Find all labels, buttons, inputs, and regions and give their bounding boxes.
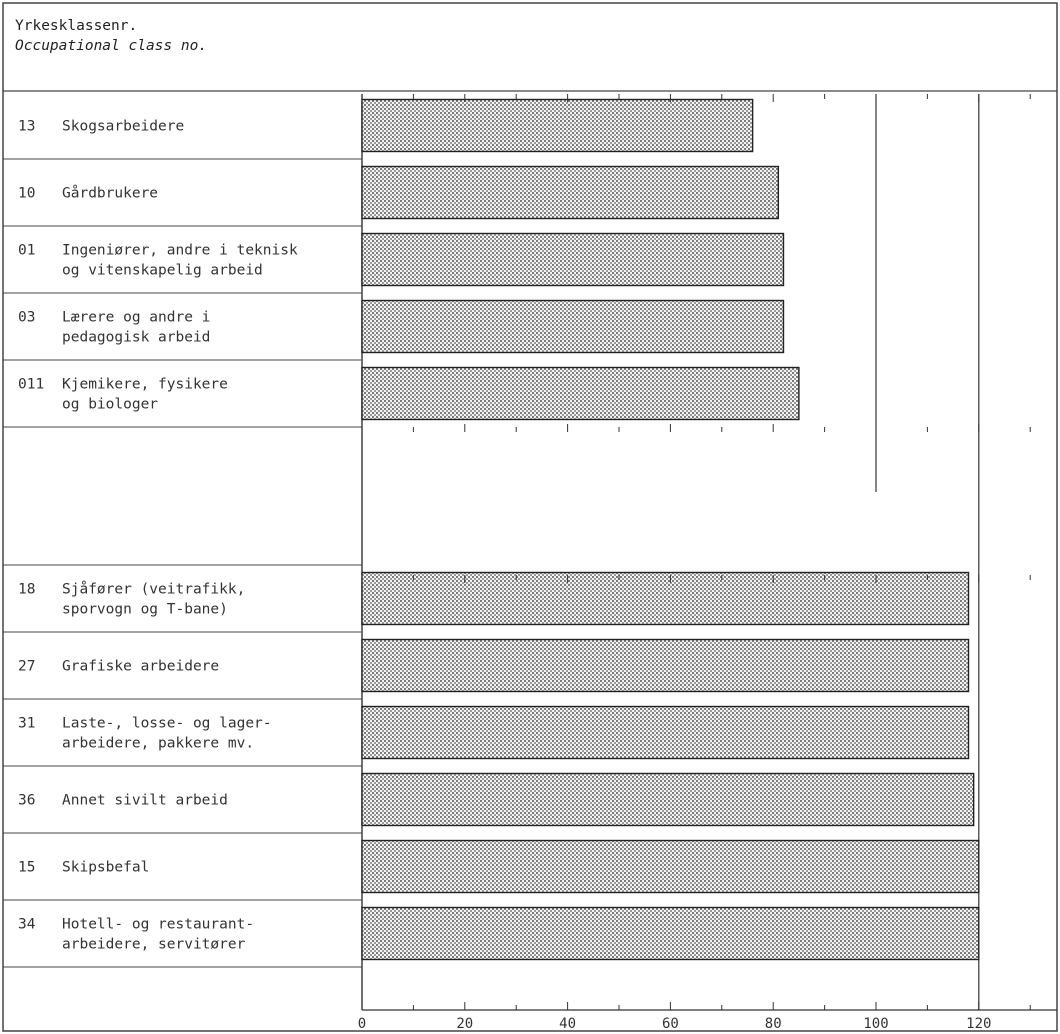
row-code: 01 <box>18 243 35 259</box>
x-tick-label: 80 <box>765 1016 782 1032</box>
bar-27 <box>361 638 970 693</box>
row-code: 36 <box>18 793 35 809</box>
row-label: og vitenskapelig arbeid <box>62 263 263 279</box>
header-label-no: Yrkesklassenr. <box>15 18 138 34</box>
bar-18 <box>361 571 970 626</box>
x-tick-label: 100 <box>863 1016 888 1032</box>
row-code: 10 <box>18 186 35 202</box>
row-label: Skipsbefal <box>62 860 149 876</box>
bar-03 <box>361 299 785 354</box>
bar-10 <box>361 165 780 220</box>
row-label: Kjemikere, fysikere <box>62 377 228 393</box>
row-label: Sjåfører (veitrafikk, <box>62 581 245 598</box>
bar-34 <box>361 906 980 961</box>
bars-layer <box>361 98 980 961</box>
row-label: Hotell- og restaurant- <box>62 917 254 933</box>
bar-01 <box>361 232 785 287</box>
axis-layer: 0 20 40 60 80 100 120 <box>358 94 1057 1032</box>
row-label: pedagogisk arbeid <box>62 330 210 346</box>
x-tick-label: 120 <box>966 1016 991 1032</box>
row-label: Gårdbrukere <box>62 185 158 202</box>
row-label: sporvogn og T-bane) <box>62 602 228 618</box>
row-label: arbeidere, servitører <box>62 937 246 953</box>
bar-011 <box>361 366 800 421</box>
row-label: Laste-, losse- og lager- <box>62 716 272 732</box>
x-tick-label: 20 <box>456 1016 473 1032</box>
labels-layer: 13 Skogsarbeidere 10 Gårdbrukere 01 Ingeniøre… <box>18 119 298 953</box>
row-label: Annet sivilt arbeid <box>62 793 228 809</box>
row-code: 18 <box>18 582 35 598</box>
bar-31 <box>361 705 970 760</box>
row-code: 13 <box>18 119 35 135</box>
row-label: Skogsarbeidere <box>62 119 184 135</box>
x-tick-label: 60 <box>662 1016 679 1032</box>
row-label: og biologer <box>62 397 158 413</box>
bar-36 <box>361 772 975 827</box>
row-code: 15 <box>18 860 35 876</box>
row-code: 31 <box>18 716 35 732</box>
row-code: 34 <box>18 917 36 933</box>
row-code: 27 <box>18 659 35 675</box>
bar-15 <box>361 839 980 894</box>
row-code: 011 <box>18 377 44 393</box>
row-label: arbeidere, pakkere mv. <box>62 736 254 752</box>
header-label-en: Occupational class no. <box>15 38 208 54</box>
x-tick-label: 40 <box>559 1016 576 1032</box>
row-label: Grafiske arbeidere <box>62 659 219 675</box>
x-tick-label: 0 <box>358 1016 366 1032</box>
row-code: 03 <box>18 310 35 326</box>
row-label: Ingeniører, andre i teknisk <box>62 243 298 259</box>
bar-13 <box>361 98 754 153</box>
row-label: Lærere og andre i <box>62 310 210 326</box>
